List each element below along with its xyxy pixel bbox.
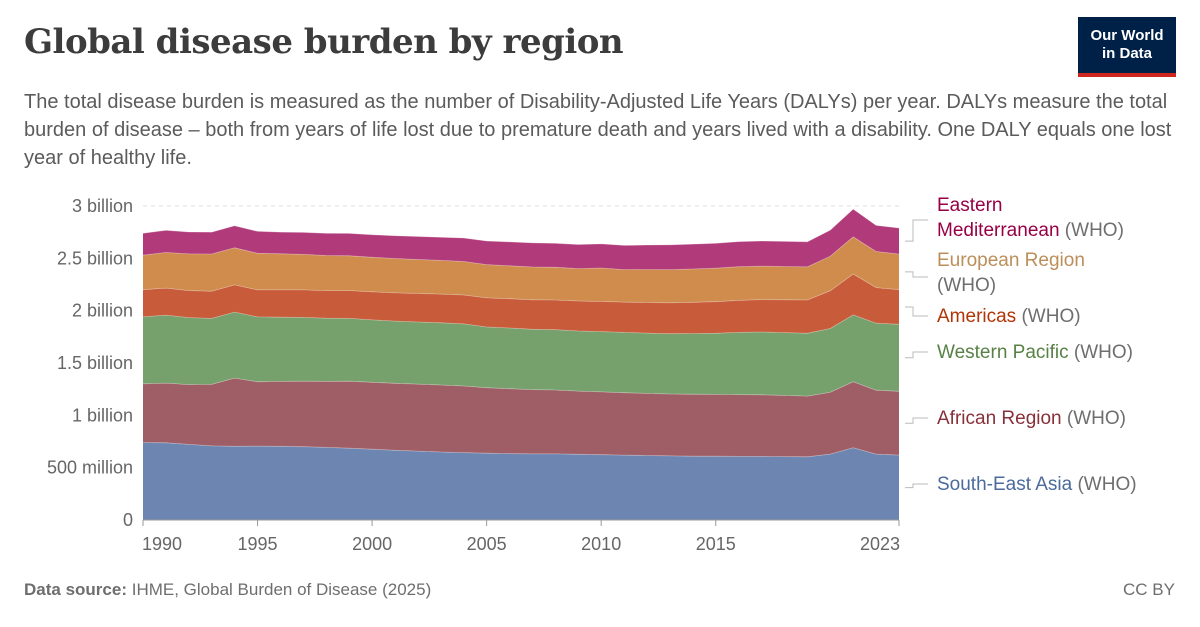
legend-label: Eastern (937, 195, 1002, 216)
legend-item-2[interactable]: Western Pacific (WHO) (905, 342, 1133, 363)
logo-line-1: Our World (1090, 27, 1164, 44)
area-eastern-mediterranean[interactable] (143, 209, 899, 270)
y-tick-label: 500 million (47, 458, 133, 478)
area-edge (142, 236, 900, 271)
x-tick-label: 2000 (352, 534, 392, 554)
y-axis: 0 500 million 1 billion 1.5 billion 2 billio… (47, 196, 133, 530)
area-western-pacific[interactable] (143, 312, 899, 397)
x-tick-label: 2005 (467, 534, 507, 554)
legend: South-East Asia (WHO) African Region (WHO… (905, 195, 1137, 495)
legend-connector (905, 417, 928, 424)
area-americas[interactable] (143, 274, 899, 334)
legend-item-3[interactable]: Americas (WHO) (905, 306, 1081, 327)
x-tick-label: 2010 (581, 534, 621, 554)
legend-label: Americas (WHO) (937, 306, 1081, 327)
legend-connector (905, 219, 928, 242)
legend-label: South-East Asia (WHO) (937, 474, 1137, 495)
legend-suffix: (WHO) (1060, 220, 1124, 241)
legend-item-0[interactable]: South-East Asia (WHO) (905, 474, 1137, 495)
legend-suffix: (WHO) (1016, 306, 1080, 327)
legend-connector (905, 351, 928, 359)
area-edge (142, 377, 900, 397)
logo-line-2: in Data (1101, 45, 1152, 62)
legend-label: Mediterranean (WHO) (937, 220, 1124, 241)
y-tick-label: 3 billion (72, 196, 133, 216)
y-tick-label: 2 billion (72, 301, 133, 321)
legend-item-1[interactable]: African Region (WHO) (905, 408, 1126, 429)
area-layers (142, 208, 900, 521)
legend-connector (905, 271, 928, 278)
owid-logo[interactable]: Our World in Data (1078, 17, 1176, 77)
area-european-region[interactable] (143, 236, 899, 303)
chart-title: Global disease burden by region (24, 22, 624, 62)
legend-label: European Region (937, 250, 1085, 271)
x-tick-label: 2015 (696, 534, 736, 554)
area-edge (142, 311, 900, 335)
data-source: Data source: IHME, Global Burden of Dise… (24, 580, 431, 600)
x-tick-label: 2023 (860, 534, 900, 554)
legend-suffix: (WHO) (1062, 408, 1126, 429)
area-edge (142, 442, 900, 458)
legend-item-5[interactable]: Eastern Mediterranean (WHO) (905, 195, 1124, 242)
x-tick-label: 1990 (142, 534, 182, 554)
chart-subtitle: The total disease burden is measured as … (24, 91, 1172, 169)
y-tick-label: 1.5 billion (57, 353, 133, 373)
stacked-area-chart: 0 500 million 1 billion 1.5 billion 2 billio… (47, 195, 1137, 554)
legend-connector (905, 483, 928, 489)
y-tick-label: 1 billion (72, 405, 133, 425)
legend-suffix: (WHO) (1069, 342, 1133, 363)
x-tick-label: 1995 (238, 534, 278, 554)
area-edge (142, 273, 900, 304)
data-source-text[interactable]: IHME, Global Burden of Disease (2025) (131, 580, 432, 599)
legend-suffix: (WHO) (1072, 474, 1136, 495)
legend-connector (905, 306, 928, 317)
y-tick-label: 2.5 billion (57, 248, 133, 268)
legend-suffix: (WHO) (937, 275, 996, 296)
data-source-label: Data source: (24, 580, 127, 599)
legend-item-4[interactable]: European Region (WHO) (905, 250, 1085, 296)
area-african-region[interactable] (143, 378, 899, 457)
area-south-east-asia[interactable] (143, 442, 899, 521)
license-link[interactable]: CC BY (1123, 580, 1175, 599)
x-axis: 1990 1995 2000 2005 2010 2015 2023 (142, 519, 900, 554)
area-edge (142, 208, 900, 246)
legend-label: Western Pacific (WHO) (937, 342, 1133, 363)
y-tick-label: 0 (123, 510, 133, 530)
legend-label: African Region (WHO) (937, 408, 1126, 429)
